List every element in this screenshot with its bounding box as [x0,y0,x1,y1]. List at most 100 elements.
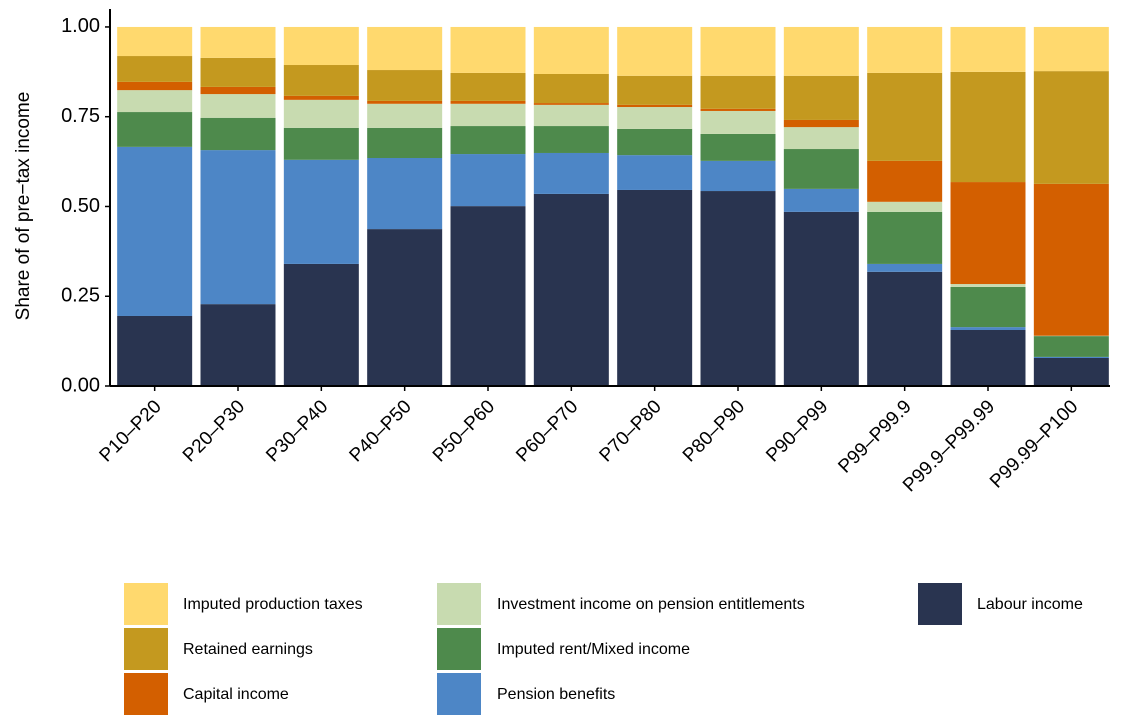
bar-segment [701,109,776,111]
bar-segment [617,190,692,386]
bar-segment [701,111,776,134]
x-tick-label: P20–P30 [179,396,249,466]
bar-segment [367,104,442,128]
bar-segment [451,101,526,104]
x-tick-label: P10–P20 [96,396,166,466]
bar-segment [284,160,359,264]
legend-label: Imputed production taxes [183,596,363,613]
bar-segment [951,284,1026,287]
bar-segment [367,128,442,158]
bar-segment [117,147,192,316]
bar-segment [951,330,1026,386]
x-tick-label: P70–P80 [596,396,666,466]
bar-segment [534,105,609,126]
bar-segment [117,27,192,56]
bar-segment [617,76,692,105]
bar-segment [117,90,192,112]
legend-swatch [437,628,481,670]
bar-segment [617,107,692,129]
bar-segment [701,27,776,76]
bar-segment [1034,71,1109,184]
bar-segment [117,82,192,90]
bar-segment [451,73,526,101]
legend-swatch [918,583,962,625]
legend-swatch [437,673,481,715]
legend-label: Retained earnings [183,641,313,658]
x-tick-label: P80–P90 [679,396,749,466]
bar-segment [201,304,276,386]
bar-segment [117,316,192,386]
bar-segment [201,118,276,150]
y-tick-label: 1.00 [61,15,100,37]
bar-segment [784,27,859,76]
bar-segment [367,27,442,70]
bar-segment [201,150,276,304]
x-tick-label: P30–P40 [262,396,332,466]
x-tick-label: P99–P99.9 [834,396,915,477]
bar-segment [534,126,609,153]
x-tick-label: P99.99–P100 [986,396,1082,492]
bar-segment [1034,184,1109,336]
bar-segment [201,94,276,118]
bar-segment [1034,27,1109,71]
legend-label: Labour income [977,596,1083,613]
bar-segment [201,27,276,58]
bar-segment [951,182,1026,284]
bar-segment [617,105,692,107]
bar-segment [284,264,359,386]
bar-segment [784,149,859,189]
bar-segment [201,87,276,94]
x-tick-label: P50–P60 [429,396,499,466]
bar-segment [701,134,776,161]
bar-segment [284,96,359,100]
bar-segment [1034,357,1109,358]
bar-segment [284,100,359,128]
bar-segment [617,155,692,190]
y-axis-label: Share of of pre−tax income [13,92,34,321]
bar-segment [117,112,192,147]
bar-segment [201,58,276,87]
legend-label: Capital income [183,686,289,703]
legend-label: Pension benefits [497,686,615,703]
bar-segment [951,287,1026,327]
bar-segment [534,27,609,74]
y-tick-label: 0.75 [61,105,100,127]
bar-segment [867,161,942,202]
legend-swatch [437,583,481,625]
bar-segment [867,73,942,161]
legend-swatch [124,673,168,715]
y-tick-label: 0.50 [61,195,100,217]
y-tick-label: 0.25 [61,285,100,307]
legend-label: Imputed rent/Mixed income [497,641,690,658]
bar-segment [867,27,942,73]
bar-segment [784,76,859,120]
bar-segment [784,127,859,149]
bar-segment [367,70,442,101]
bar-segment [1034,358,1109,386]
bar-segment [867,212,942,264]
bar-segment [451,154,526,206]
bar-segment [451,126,526,154]
legend-swatch [124,628,168,670]
bar-segment [534,103,609,105]
bar-segment [867,202,942,212]
bar-segment [451,104,526,126]
bar-segment [367,158,442,229]
bar-segment [451,206,526,386]
bar-segment [867,272,942,386]
bar-segment [284,27,359,65]
legend-swatch [124,583,168,625]
bar-segment [617,129,692,155]
bar-segment [701,191,776,386]
bar-segment [367,101,442,104]
x-tick-label: P60–P70 [512,396,582,466]
y-tick-label: 0.00 [61,374,100,396]
bar-segment [951,72,1026,182]
bar-segment [367,229,442,386]
bar-segment [951,327,1026,330]
bar-segment [534,74,609,103]
bar-segment [534,153,609,194]
bar-segment [617,27,692,76]
x-tick-label: P90–P99 [762,396,832,466]
